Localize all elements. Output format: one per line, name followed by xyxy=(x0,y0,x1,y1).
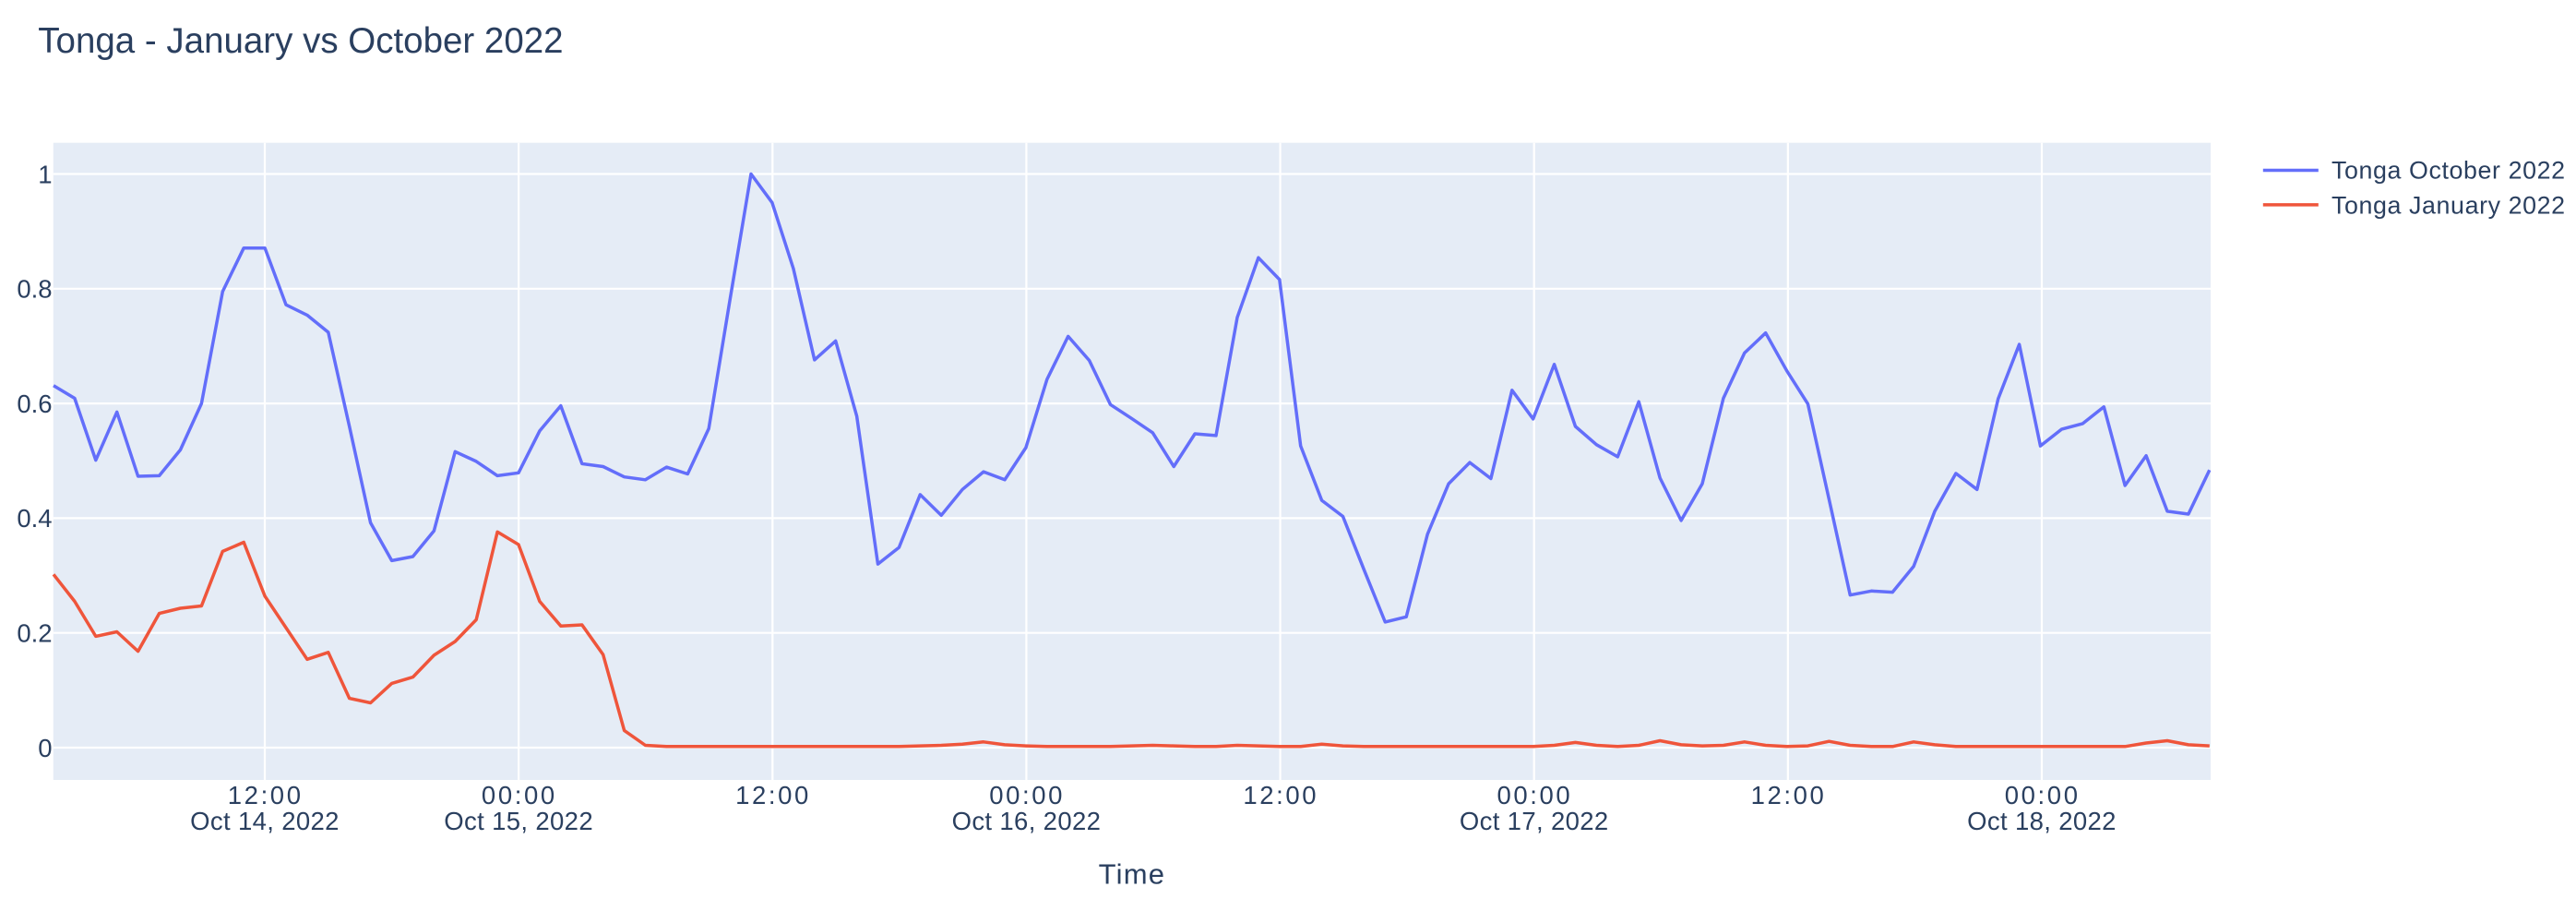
svg-text:00:00: 00:00 xyxy=(989,781,1065,809)
svg-text:0.4: 0.4 xyxy=(17,504,52,533)
svg-text:0: 0 xyxy=(38,734,52,762)
svg-text:0.8: 0.8 xyxy=(17,275,52,304)
svg-text:Oct 17, 2022: Oct 17, 2022 xyxy=(1460,807,1609,835)
svg-text:Oct 16, 2022: Oct 16, 2022 xyxy=(952,807,1102,835)
svg-text:Oct 15, 2022: Oct 15, 2022 xyxy=(444,807,593,835)
svg-text:00:00: 00:00 xyxy=(2005,781,2081,809)
svg-text:Tonga - January vs October 202: Tonga - January vs October 2022 xyxy=(38,21,563,61)
svg-text:12:00: 12:00 xyxy=(1751,781,1827,809)
svg-text:Oct 18, 2022: Oct 18, 2022 xyxy=(1967,807,2117,835)
svg-text:1: 1 xyxy=(38,160,52,188)
svg-text:Time: Time xyxy=(1099,858,1166,891)
svg-text:00:00: 00:00 xyxy=(1497,781,1572,809)
svg-text:Tonga October 2022: Tonga October 2022 xyxy=(2332,157,2566,185)
svg-text:Tonga January 2022: Tonga January 2022 xyxy=(2332,191,2566,219)
svg-text:0.2: 0.2 xyxy=(17,619,52,648)
svg-text:Oct 14, 2022: Oct 14, 2022 xyxy=(190,807,340,835)
svg-text:0.6: 0.6 xyxy=(17,390,52,418)
svg-text:00:00: 00:00 xyxy=(482,781,557,809)
svg-text:12:00: 12:00 xyxy=(735,781,811,809)
svg-text:12:00: 12:00 xyxy=(1243,781,1318,809)
svg-text:12:00: 12:00 xyxy=(228,781,304,809)
